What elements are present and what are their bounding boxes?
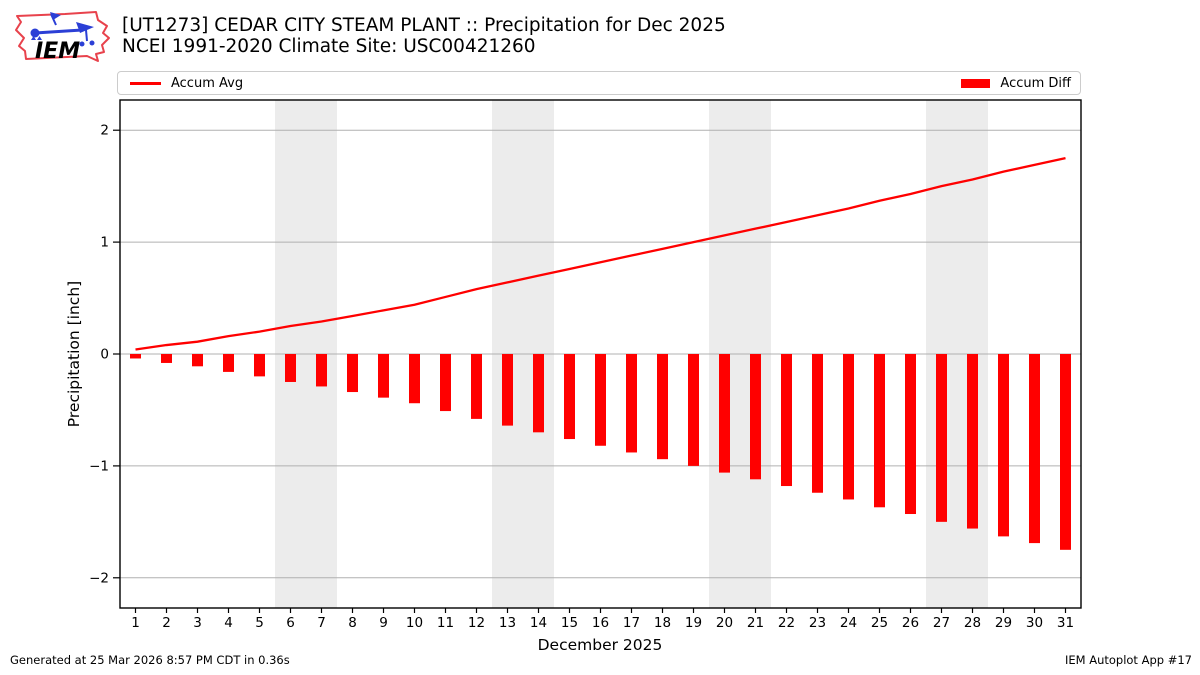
chart-subtitle: NCEI 1991-2020 Climate Site: USC00421260	[122, 35, 536, 57]
iem-logo: IEM	[15, 11, 110, 64]
svg-text:−2: −2	[89, 570, 109, 586]
svg-text:15: 15	[561, 615, 578, 631]
accum-avg-line-swatch	[130, 81, 161, 85]
svg-text:7: 7	[317, 615, 326, 631]
svg-text:29: 29	[995, 615, 1012, 631]
accum-diff-patch-swatch	[961, 78, 991, 88]
svg-text:2: 2	[100, 123, 109, 139]
svg-text:9: 9	[379, 615, 388, 631]
svg-text:25: 25	[871, 615, 888, 631]
iem-logo-text: IEM	[35, 39, 80, 64]
legend-item-accum-diff: Accum Diff	[961, 76, 1071, 91]
svg-text:8: 8	[348, 615, 357, 631]
svg-text:18: 18	[654, 615, 671, 631]
y-axis-label: Precipitation [inch]	[65, 281, 83, 427]
svg-text:17: 17	[623, 615, 640, 631]
svg-text:12: 12	[468, 615, 485, 631]
svg-text:28: 28	[964, 615, 981, 631]
iowa-outline	[15, 11, 110, 62]
svg-text:10: 10	[406, 615, 423, 631]
svg-text:19: 19	[685, 615, 702, 631]
svg-text:4: 4	[224, 615, 233, 631]
chart-title: [UT1273] CEDAR CITY STEAM PLANT :: Preci…	[122, 15, 726, 36]
accum-diff-label: Accum Diff	[1000, 75, 1071, 91]
svg-text:16: 16	[592, 615, 609, 631]
svg-text:5: 5	[255, 615, 264, 631]
svg-text:2: 2	[162, 615, 171, 631]
svg-text:26: 26	[902, 615, 919, 631]
svg-text:27: 27	[933, 615, 950, 631]
svg-text:6: 6	[286, 615, 295, 631]
svg-text:3: 3	[193, 615, 202, 631]
svg-text:20: 20	[716, 615, 733, 631]
svg-text:21: 21	[747, 615, 764, 631]
anemometer-icon	[30, 12, 95, 47]
legend: Accum Avg Accum Diff	[117, 71, 1081, 95]
svg-text:13: 13	[499, 615, 516, 631]
x-axis-label: December 2025	[538, 636, 663, 654]
svg-text:−1: −1	[89, 458, 109, 474]
title-block: [UT1273] CEDAR CITY STEAM PLANT :: Preci…	[122, 15, 726, 57]
accum-avg-label: Accum Avg	[171, 75, 244, 91]
svg-text:1: 1	[100, 235, 109, 251]
svg-text:30: 30	[1026, 615, 1043, 631]
svg-text:0: 0	[100, 347, 109, 363]
svg-text:22: 22	[778, 615, 795, 631]
svg-text:31: 31	[1057, 615, 1074, 631]
svg-text:1: 1	[131, 615, 140, 631]
svg-text:14: 14	[530, 615, 547, 631]
svg-text:11: 11	[437, 615, 454, 631]
app-credit: IEM Autoplot App #17	[1064, 653, 1192, 667]
legend-item-accum-avg: Accum Avg	[130, 76, 243, 91]
generated-timestamp: Generated at 25 Mar 2026 8:57 PM CDT in …	[10, 653, 290, 667]
svg-text:23: 23	[809, 615, 826, 631]
svg-text:24: 24	[840, 615, 857, 631]
